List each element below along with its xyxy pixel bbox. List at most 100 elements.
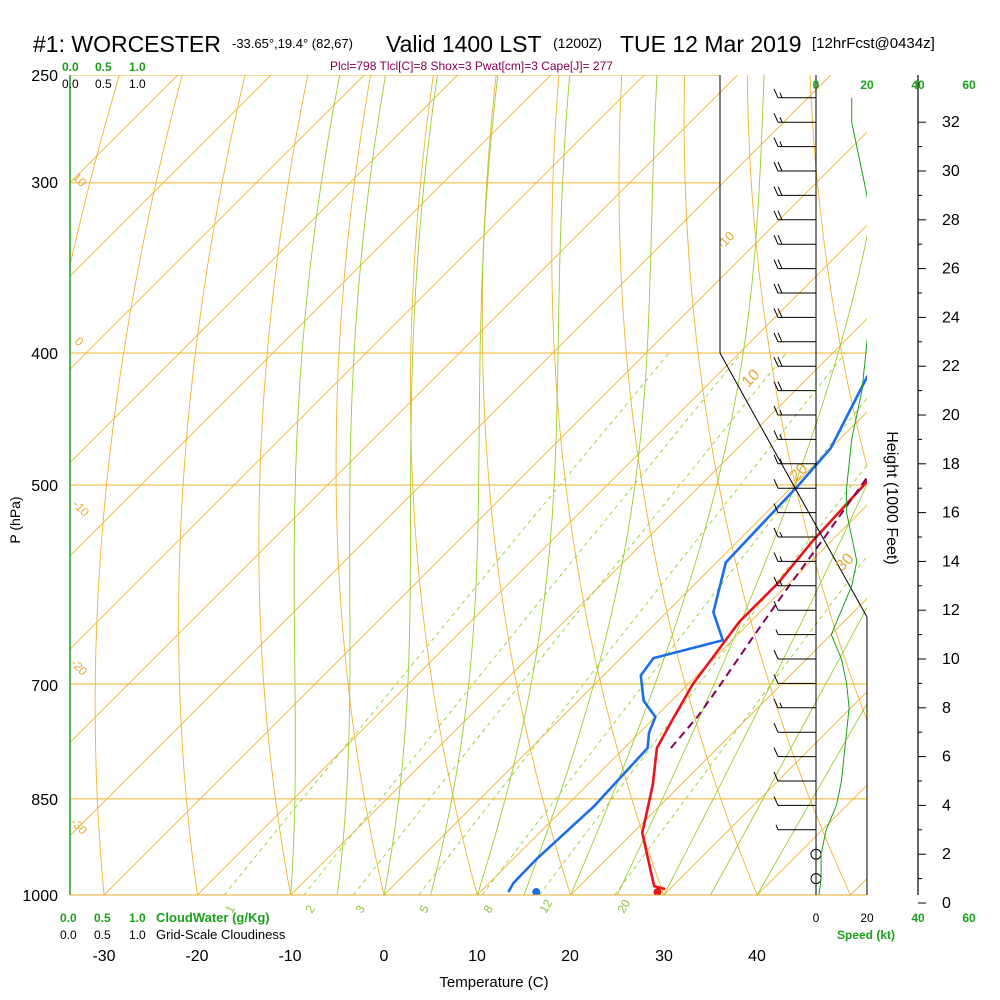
- height-tick-label: 18: [942, 456, 960, 473]
- pressure-axis: 250 300 400 500 700 850 1000: [22, 68, 58, 905]
- dry-adiabat-line: [618, 75, 758, 895]
- barb-flag: [773, 722, 779, 733]
- barb-flag: [773, 88, 779, 99]
- height-tick-label: 2: [942, 846, 951, 863]
- wind-barb: [773, 405, 816, 416]
- barb-half-flag: [779, 92, 783, 98]
- temperature-axis: -30 -20 -10 0 10 20 30 40: [92, 948, 766, 965]
- wind-barb: [773, 308, 816, 318]
- wind-barb: [773, 283, 816, 294]
- height-tick-label: 10: [942, 651, 960, 668]
- isotherm-line: [476, 504, 867, 895]
- wind-barb: [773, 649, 816, 660]
- barb-flag: [777, 356, 783, 367]
- cloudwater-label: CloudWater (g/Kg): [156, 910, 270, 925]
- barb-flag: [773, 552, 779, 562]
- barb-flag: [777, 308, 783, 318]
- dry-adiabat-line: [481, 75, 572, 895]
- mixing-ratio-line: [481, 397, 867, 895]
- title-valid: Valid 1400 LST: [386, 31, 542, 57]
- theta-label: 10: [739, 366, 764, 391]
- moist-adiabat-line: [710, 606, 867, 895]
- dry-adiabat-line: [683, 75, 851, 895]
- barb-flag: [773, 234, 779, 245]
- height-tick-label: 12: [942, 602, 960, 619]
- cloud-scale-bottom-green: 1.0: [129, 911, 146, 925]
- height-tick-label: 30: [942, 163, 960, 180]
- barb-half-flag: [779, 141, 783, 147]
- cloud-scale-top-green: 1.0: [129, 60, 146, 74]
- barb-flag: [773, 112, 779, 123]
- moist-adiabat-line: [756, 702, 867, 895]
- barb-half-flag: [779, 702, 783, 708]
- pressure-tick: 1000: [22, 888, 58, 905]
- barb-half-flag: [775, 824, 779, 830]
- title-forecast: [12hrFcst@0434z]: [812, 35, 935, 52]
- isotherm-line: [663, 691, 867, 895]
- temperature-axis-label: Temperature (C): [439, 974, 548, 991]
- dry-adiabat-line: [335, 75, 385, 895]
- barb-flag: [773, 405, 779, 416]
- barb-flag: [773, 332, 779, 343]
- pressure-tick: 500: [31, 478, 58, 495]
- cloud-scale-bottom-black: 1.0: [129, 928, 146, 942]
- temperature-tick: -30: [92, 948, 115, 965]
- moist-adiabat-line: [476, 75, 571, 895]
- title-zulu: (1200Z): [553, 35, 602, 51]
- wind-barb: [773, 88, 816, 99]
- stability-indices: Plcl=798 Tlcl[C]=8 Shox=3 Pwat[cm]=3 Cap…: [330, 59, 613, 73]
- barb-flag: [777, 283, 783, 294]
- isotherm-line: [850, 877, 867, 895]
- barb-flag: [773, 796, 779, 806]
- surface-dewpoint-marker: [532, 888, 541, 895]
- height-tick-label: 0: [942, 895, 951, 912]
- pressure-axis-label: P (hPa): [7, 496, 23, 543]
- height-tick-label: 26: [942, 261, 960, 278]
- height-tick-label: 28: [942, 212, 960, 229]
- title-date: TUE 12 Mar 2019: [620, 31, 802, 57]
- height-tick-label: 20: [942, 407, 960, 424]
- wind-barb: [773, 747, 816, 758]
- wind-barb: [773, 137, 816, 148]
- theta-label: 30: [833, 550, 858, 575]
- height-tick-label: 22: [942, 358, 960, 375]
- moist-adiabat-line: [336, 75, 386, 895]
- surface-temperature-marker: [653, 888, 662, 895]
- theta-label: 10: [70, 170, 90, 190]
- wind-barb: [773, 796, 816, 806]
- height-tick-label: 6: [942, 749, 951, 766]
- cloudiness-label: Grid-Scale Cloudiness: [156, 927, 286, 942]
- wind-barb: [773, 430, 816, 440]
- pressure-tick: 300: [31, 175, 58, 192]
- temperature-tick: 10: [468, 948, 486, 965]
- barb-half-flag: [775, 629, 779, 635]
- barb-half-flag: [779, 556, 783, 562]
- barb-flag: [777, 186, 783, 196]
- barb-half-flag: [779, 531, 783, 538]
- barb-flag: [773, 210, 779, 221]
- barb-flag: [773, 308, 779, 318]
- speed-scale-top: 0: [813, 78, 820, 92]
- pressure-tick: 400: [31, 346, 58, 363]
- wind-barb: [773, 210, 816, 221]
- height-tick-label: 16: [942, 505, 960, 522]
- barb-half-flag: [779, 580, 783, 586]
- cloud-scale-bottom-black: 0.5: [94, 928, 111, 942]
- temperature-tick: 0: [380, 948, 389, 965]
- speed-scale-top: 40: [911, 78, 925, 92]
- barb-half-flag: [779, 117, 783, 123]
- barb-flag: [773, 283, 779, 294]
- height-tick-label: 14: [942, 553, 960, 570]
- temperature-tick: -20: [185, 948, 208, 965]
- theta-label: -20: [68, 656, 90, 678]
- wind-barb: [773, 161, 816, 172]
- barb-flag: [773, 503, 779, 513]
- moist-adiabat-line: [663, 483, 867, 895]
- dry-adiabat-line: [70, 75, 120, 268]
- pressure-tick: 700: [31, 678, 58, 695]
- mixing-ratio-line: [418, 352, 846, 895]
- speed-scale-bottom: 60: [962, 911, 976, 925]
- isotherm-line: [70, 75, 272, 277]
- wind-barb: [773, 259, 816, 270]
